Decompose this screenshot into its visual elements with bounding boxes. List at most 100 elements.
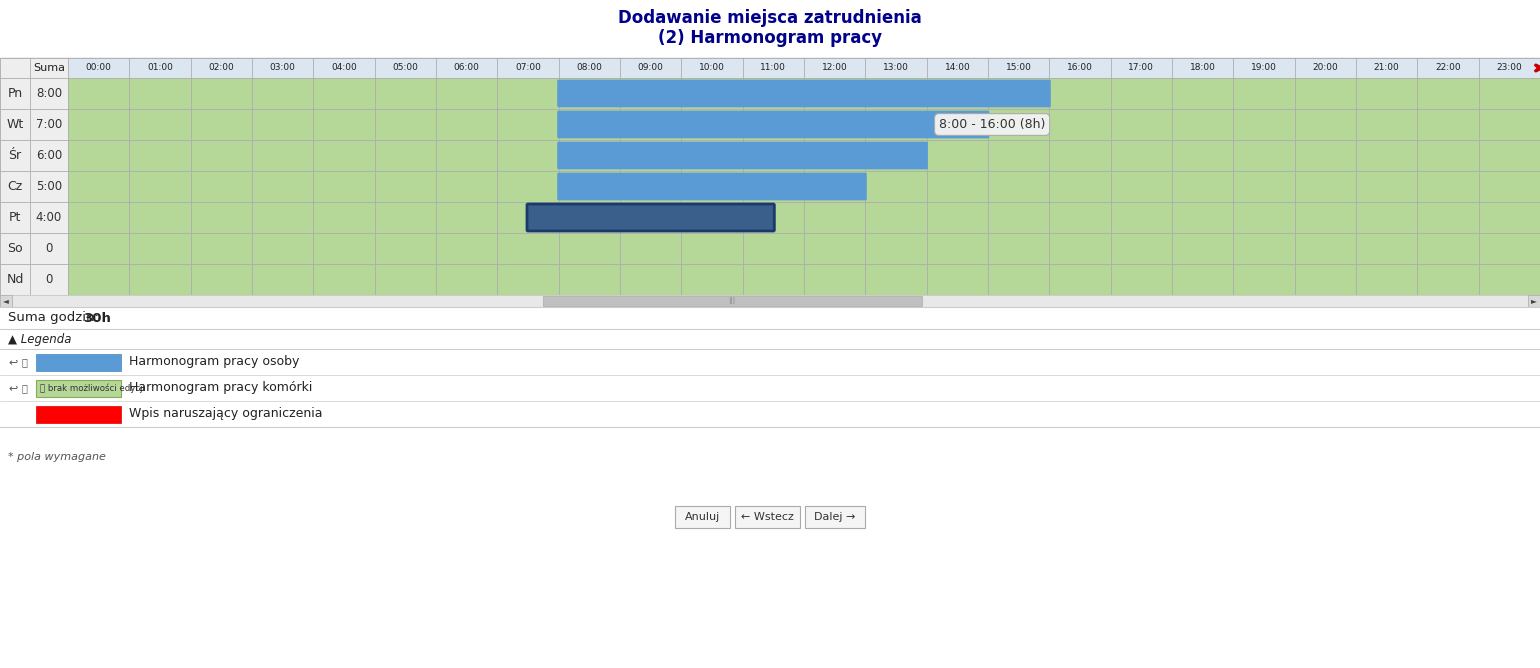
Text: 8:00 - 16:00 (8h): 8:00 - 16:00 (8h) bbox=[939, 118, 1046, 131]
Text: Cz: Cz bbox=[8, 180, 23, 193]
Bar bbox=[989, 78, 1049, 109]
Bar bbox=[1234, 264, 1295, 295]
Text: ↩: ↩ bbox=[8, 357, 17, 367]
Bar bbox=[927, 233, 989, 264]
Bar bbox=[191, 233, 253, 264]
Bar bbox=[1110, 78, 1172, 109]
Bar bbox=[1049, 140, 1110, 171]
Text: ►: ► bbox=[1531, 297, 1537, 305]
Bar bbox=[129, 140, 191, 171]
Bar bbox=[1110, 109, 1172, 140]
Bar bbox=[681, 78, 742, 109]
Bar bbox=[29, 202, 68, 233]
Text: Dalej →: Dalej → bbox=[815, 512, 856, 522]
Bar bbox=[1417, 171, 1478, 202]
FancyBboxPatch shape bbox=[557, 80, 1050, 107]
Bar bbox=[1049, 78, 1110, 109]
Bar bbox=[927, 78, 989, 109]
Text: 02:00: 02:00 bbox=[208, 63, 234, 73]
Text: 0: 0 bbox=[45, 273, 52, 286]
Bar bbox=[0, 109, 29, 140]
Bar bbox=[374, 109, 436, 140]
Bar bbox=[191, 109, 253, 140]
Bar bbox=[436, 202, 497, 233]
Bar bbox=[681, 58, 742, 78]
Bar bbox=[0, 140, 29, 171]
Text: Wpis naruszający ograniczenia: Wpis naruszający ograniczenia bbox=[129, 407, 322, 420]
Bar bbox=[436, 233, 497, 264]
Text: 21:00: 21:00 bbox=[1374, 63, 1400, 73]
Bar bbox=[1234, 171, 1295, 202]
Bar bbox=[374, 233, 436, 264]
Bar bbox=[621, 78, 681, 109]
Bar bbox=[253, 171, 313, 202]
Bar bbox=[0, 233, 29, 264]
Bar bbox=[865, 171, 927, 202]
Bar bbox=[865, 58, 927, 78]
Bar bbox=[1110, 58, 1172, 78]
Bar bbox=[1049, 233, 1110, 264]
Bar bbox=[1357, 202, 1417, 233]
Bar bbox=[497, 233, 559, 264]
Bar bbox=[1049, 58, 1110, 78]
Bar bbox=[35, 405, 122, 422]
Bar bbox=[804, 233, 865, 264]
Bar bbox=[29, 58, 68, 78]
Text: 06:00: 06:00 bbox=[454, 63, 479, 73]
Bar bbox=[313, 78, 374, 109]
Bar bbox=[436, 109, 497, 140]
Bar bbox=[313, 202, 374, 233]
Bar bbox=[191, 78, 253, 109]
Bar bbox=[559, 264, 621, 295]
Bar bbox=[681, 109, 742, 140]
Bar bbox=[621, 202, 681, 233]
Bar bbox=[742, 58, 804, 78]
Text: ◄: ◄ bbox=[3, 297, 9, 305]
Bar bbox=[1234, 202, 1295, 233]
Bar bbox=[1049, 202, 1110, 233]
Text: 03:00: 03:00 bbox=[270, 63, 296, 73]
Bar bbox=[1295, 264, 1357, 295]
Bar bbox=[927, 264, 989, 295]
Text: 10:00: 10:00 bbox=[699, 63, 725, 73]
Bar bbox=[559, 58, 621, 78]
Bar bbox=[1357, 140, 1417, 171]
Bar bbox=[29, 171, 68, 202]
Bar bbox=[927, 171, 989, 202]
Bar bbox=[989, 171, 1049, 202]
Bar bbox=[0, 329, 1540, 349]
Text: 17:00: 17:00 bbox=[1129, 63, 1155, 73]
Bar bbox=[436, 78, 497, 109]
Bar bbox=[68, 58, 129, 78]
Text: 09:00: 09:00 bbox=[638, 63, 664, 73]
Bar bbox=[927, 202, 989, 233]
Text: 6:00: 6:00 bbox=[35, 149, 62, 162]
Text: 8:00: 8:00 bbox=[35, 87, 62, 100]
Bar bbox=[253, 78, 313, 109]
Text: 01:00: 01:00 bbox=[146, 63, 172, 73]
Bar bbox=[313, 109, 374, 140]
Text: Dodawanie miejsca zatrudnienia: Dodawanie miejsca zatrudnienia bbox=[618, 9, 922, 27]
Bar bbox=[1357, 264, 1417, 295]
Bar bbox=[1478, 233, 1540, 264]
Bar bbox=[497, 140, 559, 171]
Bar bbox=[436, 58, 497, 78]
Bar bbox=[1172, 264, 1234, 295]
Bar bbox=[1172, 171, 1234, 202]
Bar bbox=[1295, 58, 1357, 78]
Text: 11:00: 11:00 bbox=[761, 63, 787, 73]
Bar bbox=[804, 78, 865, 109]
Bar bbox=[927, 58, 989, 78]
Bar bbox=[1528, 295, 1540, 307]
Bar bbox=[0, 375, 1540, 401]
Bar bbox=[68, 140, 129, 171]
Text: Anuluj: Anuluj bbox=[685, 512, 721, 522]
Bar bbox=[253, 202, 313, 233]
Text: 🔒 brak możliwości edycji: 🔒 brak możliwości edycji bbox=[40, 383, 145, 393]
Bar bbox=[804, 140, 865, 171]
Text: * pola wymagane: * pola wymagane bbox=[8, 452, 106, 462]
Bar bbox=[927, 140, 989, 171]
Bar bbox=[735, 506, 799, 528]
Text: 14:00: 14:00 bbox=[944, 63, 970, 73]
Bar bbox=[1172, 233, 1234, 264]
